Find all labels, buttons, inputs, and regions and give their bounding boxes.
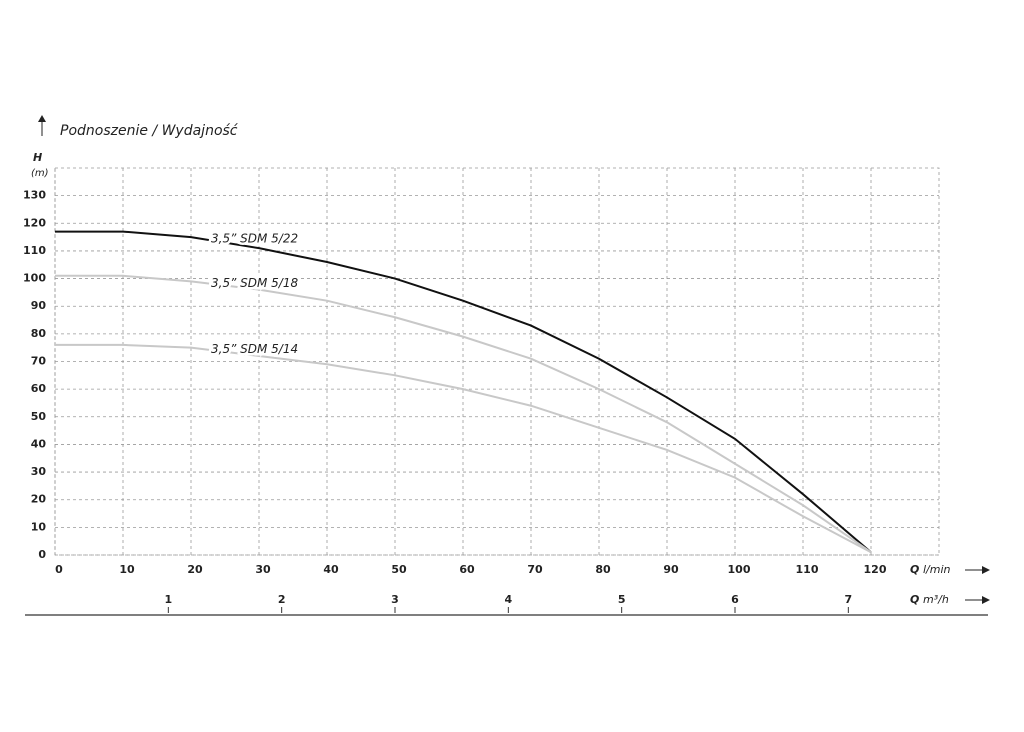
x2-arrow-head xyxy=(982,596,990,604)
series-line xyxy=(55,230,872,553)
x2-tick-label: 5 xyxy=(618,593,626,606)
x-axis-unit: l/min xyxy=(923,563,951,576)
x2-axis-symbol: Q xyxy=(910,593,919,606)
chart-title: Podnoszenie / Wydajność xyxy=(60,123,239,139)
x-tick-label: 110 xyxy=(796,563,819,576)
y-tick-label: 40 xyxy=(31,437,47,450)
y-tick-label: 50 xyxy=(31,410,47,423)
x-tick-label: 80 xyxy=(595,563,611,576)
x-tick-label: 90 xyxy=(663,563,679,576)
x-tick-label: 20 xyxy=(187,563,203,576)
series-label: 3,5” SDM 5/18 xyxy=(211,276,298,290)
x-tick-label: 100 xyxy=(728,563,751,576)
x-tick-label: 70 xyxy=(527,563,543,576)
x2-tick-label: 3 xyxy=(391,593,399,606)
x2-axis-unit: m³/h xyxy=(923,593,949,606)
y-arrow-head xyxy=(38,115,46,122)
series-line xyxy=(55,343,872,554)
y-tick-label: 30 xyxy=(31,465,47,478)
x-arrow-head xyxy=(982,566,990,574)
y-tick-label: 90 xyxy=(31,299,47,312)
x-tick-label: 120 xyxy=(864,563,887,576)
y-axis-unit: (m) xyxy=(31,168,49,179)
y-tick-label: 0 xyxy=(38,548,46,561)
y-tick-label: 80 xyxy=(31,327,47,340)
y-tick-label: 130 xyxy=(23,189,46,202)
y-tick-label: 110 xyxy=(23,244,46,257)
x-tick-label: 30 xyxy=(255,563,271,576)
series-label: 3,5” SDM 5/14 xyxy=(211,342,298,356)
series-line xyxy=(55,274,872,554)
y-tick-label: 120 xyxy=(23,216,46,229)
x2-tick-label: 4 xyxy=(505,593,513,606)
x2-tick-label: 6 xyxy=(731,593,739,606)
y-tick-label: 60 xyxy=(31,382,47,395)
y-tick-label: 70 xyxy=(31,355,47,368)
series-label: 3,5” SDM 5/22 xyxy=(211,232,298,246)
x-tick-label: 40 xyxy=(323,563,339,576)
y-tick-label: 20 xyxy=(31,493,47,506)
x-tick-label: 60 xyxy=(459,563,475,576)
x-tick-label: 10 xyxy=(119,563,135,576)
y-tick-label: 100 xyxy=(23,272,46,285)
x2-tick-label: 1 xyxy=(165,593,173,606)
x-axis-symbol: Q xyxy=(910,563,919,576)
y-tick-label: 10 xyxy=(31,520,47,533)
x-tick-label: 50 xyxy=(391,563,407,576)
x2-tick-label: 2 xyxy=(278,593,286,606)
x2-tick-label: 7 xyxy=(845,593,853,606)
y-axis-symbol: H xyxy=(33,151,42,164)
x-tick-label: 0 xyxy=(55,563,63,576)
